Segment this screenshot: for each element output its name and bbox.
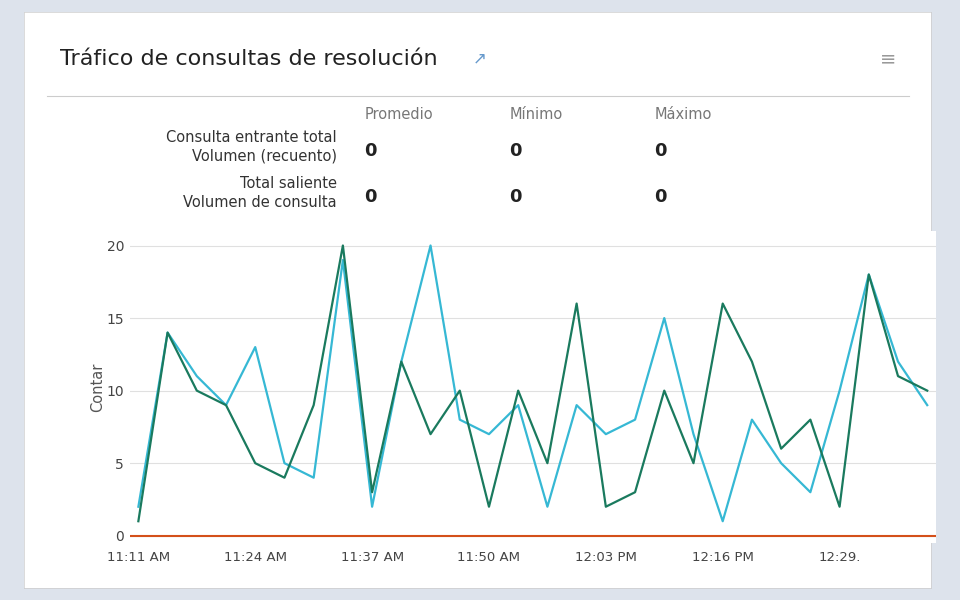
Text: Tráfico de consultas de resolución: Tráfico de consultas de resolución	[60, 49, 438, 70]
Text: 0: 0	[655, 142, 667, 160]
Text: ↗: ↗	[473, 49, 487, 67]
Text: Máximo: Máximo	[655, 107, 712, 122]
Text: Promedio: Promedio	[364, 107, 433, 122]
Text: Total saliente: Total saliente	[240, 176, 337, 191]
Text: ≡: ≡	[880, 49, 897, 68]
Text: 0: 0	[364, 142, 376, 160]
Text: 0: 0	[510, 142, 522, 160]
Text: Mínimo: Mínimo	[510, 107, 563, 122]
Text: Consulta entrante total: Consulta entrante total	[166, 130, 337, 145]
Text: 0: 0	[655, 188, 667, 206]
Text: Volumen de consulta: Volumen de consulta	[183, 194, 337, 209]
Y-axis label: Contar: Contar	[90, 362, 106, 412]
Text: Volumen (recuento): Volumen (recuento)	[192, 149, 337, 164]
Text: 0: 0	[510, 188, 522, 206]
Text: 0: 0	[364, 188, 376, 206]
